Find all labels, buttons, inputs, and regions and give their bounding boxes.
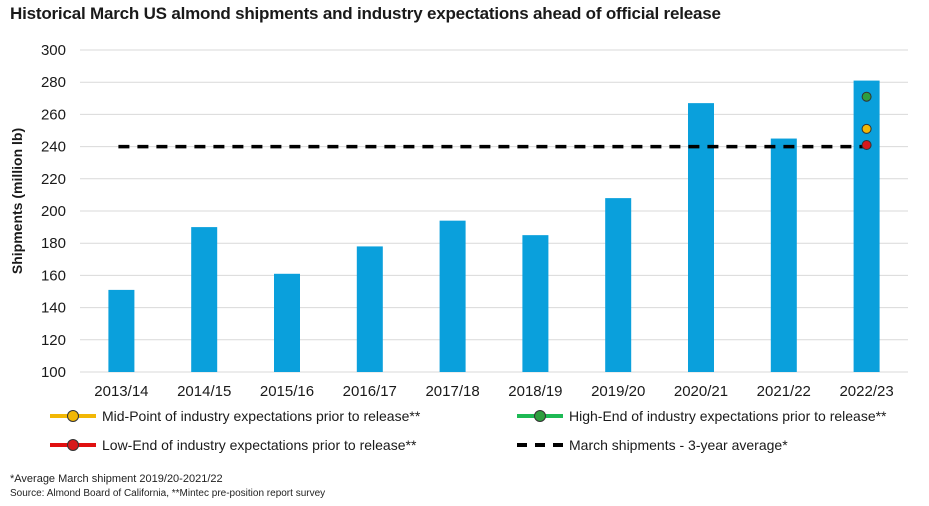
y-axis-label: Shipments (million lb) [9,128,25,274]
footnote-source: Source: Almond Board of California, **Mi… [10,488,326,499]
x-tick-label: 2022/23 [839,383,893,400]
bar [108,289,135,372]
chart-title: Historical March US almond shipments and… [10,4,721,23]
x-tick-label: 2013/14 [94,383,148,400]
y-tick-label: 280 [41,74,66,91]
x-tick-label: 2021/22 [757,383,811,400]
bar [274,273,300,372]
legend-item-high-end: High-End of industry expectations prior … [517,408,887,424]
x-tick-label: 2017/18 [425,383,479,400]
expectation-marker [861,123,872,134]
y-tick-label: 200 [41,203,66,220]
legend-label-high-end: High-End of industry expectations prior … [569,408,887,424]
bar [439,220,466,372]
expectation-marker [861,139,872,150]
y-tick-label: 240 [41,139,66,156]
y-tick-label: 160 [41,267,66,284]
y-tick-label: 220 [41,171,66,188]
legend-swatch-3yr-average [517,437,563,453]
bar [522,235,549,372]
bar [605,198,632,372]
bar [688,103,714,372]
x-tick-label: 2016/17 [343,383,397,400]
footnote-average: *Average March shipment 2019/20-2021/22 [10,473,223,485]
legend-swatch-high-end [517,408,563,424]
y-tick-label: 140 [41,300,66,317]
x-tick-label: 2019/20 [591,383,645,400]
x-tick-label: 2014/15 [177,383,231,400]
legend-item-3yr-average: March shipments - 3-year average* [517,437,788,453]
bar [770,138,797,372]
x-tick-label: 2015/16 [260,383,314,400]
x-tick-label: 2020/21 [674,383,728,400]
legend-item-low-end: Low-End of industry expectations prior t… [50,437,416,453]
legend-item-mid-point: Mid-Point of industry expectations prior… [50,408,420,424]
expectation-marker [861,91,872,102]
y-tick-label: 180 [41,235,66,252]
bar [356,246,383,372]
x-tick-label: 2018/19 [508,383,562,400]
legend-label-mid-point: Mid-Point of industry expectations prior… [102,408,421,424]
legend-swatch-low-end [50,437,96,453]
bar [191,227,218,372]
legend-label-3yr-average: March shipments - 3-year average* [569,437,788,453]
y-tick-label: 300 [41,42,66,59]
y-tick-label: 120 [41,332,66,349]
y-tick-label: 260 [41,106,66,123]
legend-label-low-end: Low-End of industry expectations prior t… [102,437,417,453]
y-tick-label: 100 [41,364,66,381]
legend-swatch-mid-point [50,408,96,424]
